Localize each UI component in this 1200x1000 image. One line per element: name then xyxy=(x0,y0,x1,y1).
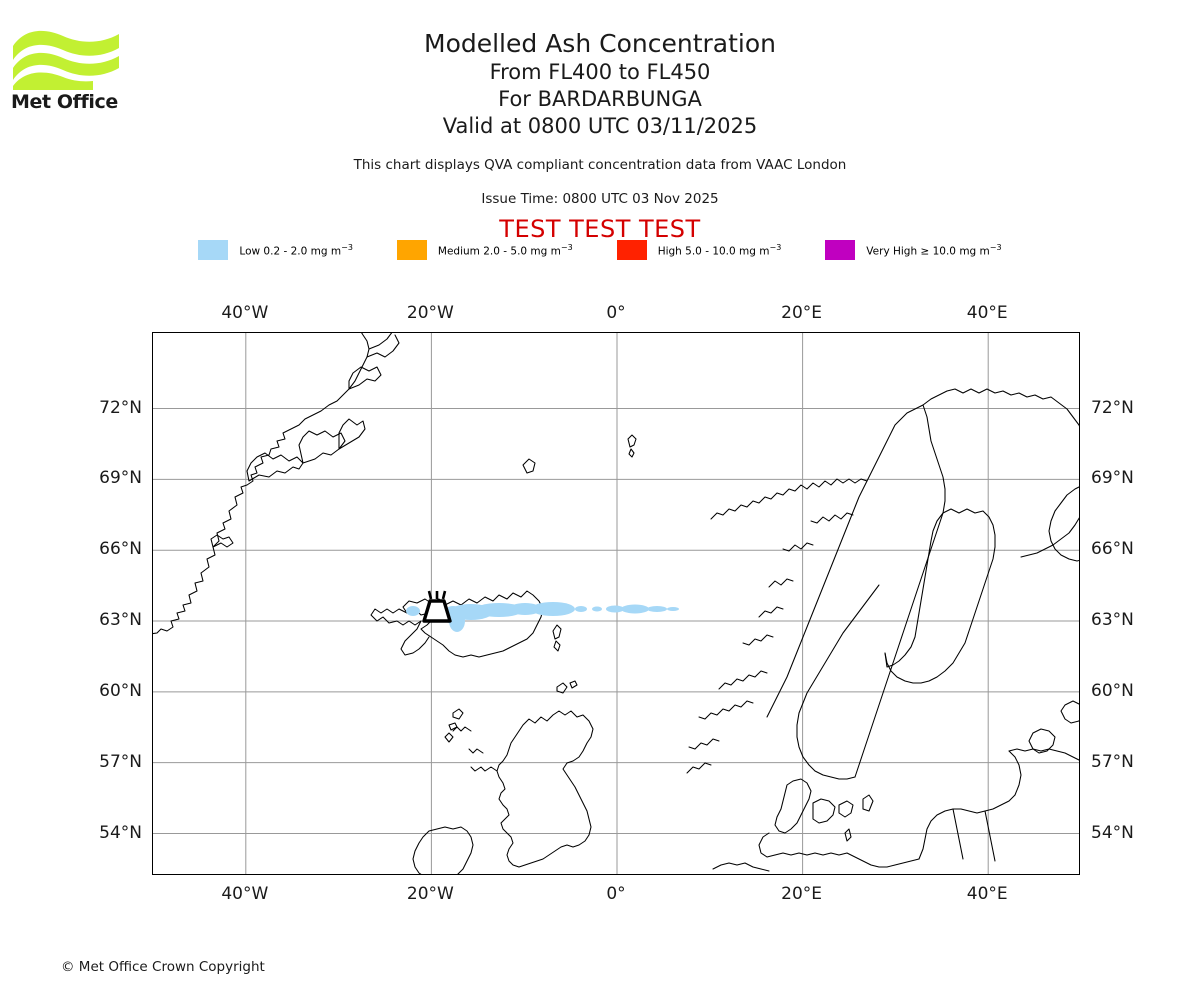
lat-tick-right: 54°N xyxy=(1091,822,1134,843)
legend-swatch-low xyxy=(198,240,229,260)
legend-item-very-high: Very High ≥ 10.0 mg m−3 xyxy=(825,240,1002,260)
met-office-logo-text: Met Office xyxy=(11,91,118,113)
lat-tick-right: 69°N xyxy=(1091,468,1134,489)
volcano-symbol xyxy=(422,590,452,623)
legend-label-very-high: Very High ≥ 10.0 mg m−3 xyxy=(866,242,1002,258)
test-banner: TEST TEST TEST xyxy=(499,215,701,243)
lon-tick-bottom: 40°E xyxy=(966,884,1008,904)
ash-plume-low xyxy=(406,602,679,632)
issue-time: Issue Time: 0800 UTC 03 Nov 2025 xyxy=(481,191,719,207)
lon-tick-bottom: 20°E xyxy=(781,884,823,904)
lat-tick-left: 66°N xyxy=(99,539,142,560)
copyright-text: © Met Office Crown Copyright xyxy=(61,959,265,975)
met-office-wave-mark xyxy=(13,30,119,90)
legend-label-medium: Medium 2.0 - 5.0 mg m−3 xyxy=(437,242,573,258)
flight-level-range: From FL400 to FL450 xyxy=(489,60,711,84)
valid-time: Valid at 0800 UTC 03/11/2025 xyxy=(442,114,758,138)
legend-label-low: Low 0.2 - 2.0 mg m−3 xyxy=(239,242,353,258)
lat-tick-left: 72°N xyxy=(99,397,142,418)
lon-tick-top: 0° xyxy=(606,303,626,323)
lon-tick-top: 20°E xyxy=(781,303,823,323)
lat-tick-left: 69°N xyxy=(99,468,142,489)
lat-tick-right: 60°N xyxy=(1091,680,1134,701)
lat-tick-right: 63°N xyxy=(1091,610,1134,631)
chart-title-block: Modelled Ash Concentration From FL400 to… xyxy=(0,28,1200,140)
lon-tick-bottom: 40°W xyxy=(221,884,269,904)
lat-tick-right: 57°N xyxy=(1091,751,1134,772)
chart-descriptor: This chart displays QVA compliant concen… xyxy=(353,157,847,173)
legend-item-low: Low 0.2 - 2.0 mg m−3 xyxy=(198,240,396,260)
met-office-logo: Met Office xyxy=(11,24,121,114)
map-frame xyxy=(152,332,1080,875)
volcano-name: For BARDARBUNGA xyxy=(498,87,702,111)
coastlines xyxy=(153,333,1079,874)
lat-tick-left: 60°N xyxy=(99,680,142,701)
lat-tick-left: 54°N xyxy=(99,822,142,843)
map-area: 40°W 40°W 20°W 20°W 0° 0° 20°E 20°E 40°E 40°E 72°N… xyxy=(99,303,1134,904)
legend-item-medium: Medium 2.0 - 5.0 mg m−3 xyxy=(396,240,617,260)
lat-tick-right: 66°N xyxy=(1091,539,1134,560)
lon-tick-top: 40°E xyxy=(966,303,1008,323)
map-gridlines xyxy=(153,333,1079,874)
lon-tick-top: 20°W xyxy=(406,303,454,323)
lat-tick-right: 72°N xyxy=(1091,397,1134,418)
page-title: Modelled Ash Concentration xyxy=(424,29,776,58)
concentration-legend: Low 0.2 - 2.0 mg m−3 Medium 2.0 - 5.0 mg … xyxy=(0,240,1200,260)
legend-item-high: High 5.0 - 10.0 mg m−3 xyxy=(616,240,826,260)
lat-tick-left: 63°N xyxy=(99,610,142,631)
legend-swatch-medium xyxy=(396,240,427,260)
map-canvas xyxy=(153,333,1079,874)
legend-swatch-very-high xyxy=(825,240,856,260)
lon-tick-bottom: 0° xyxy=(606,884,626,904)
legend-swatch-high xyxy=(616,240,647,260)
legend-label-high: High 5.0 - 10.0 mg m−3 xyxy=(657,242,782,258)
lon-tick-top: 40°W xyxy=(221,303,269,323)
lon-tick-bottom: 20°W xyxy=(406,884,454,904)
lat-tick-left: 57°N xyxy=(99,751,142,772)
